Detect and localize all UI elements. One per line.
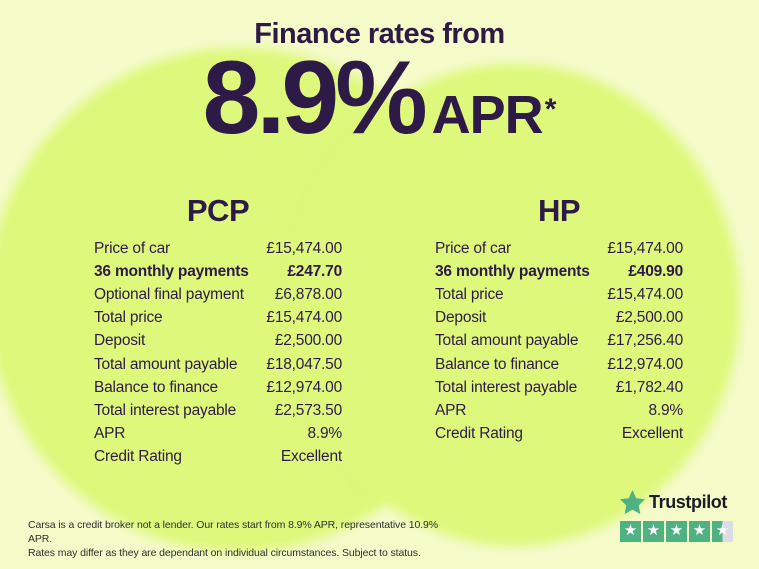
trustpilot-stars: ★ ★ ★ ★ ★ [620,521,740,542]
disclaimer-line-1: Carsa is a credit broker not a lender. O… [28,519,439,545]
row-label: Credit Rating [94,448,182,466]
row-value: £17,256.40 [607,332,683,350]
finance-row: APR 8.9% [435,399,683,422]
rating-star-box: ★ [643,521,664,542]
row-label: Total interest payable [94,401,237,419]
row-value: 8.9% [648,401,683,419]
row-label: 36 monthly payments [435,262,590,280]
trustpilot-badge[interactable]: Trustpilot ★ ★ ★ ★ ★ [620,490,740,542]
row-label: Deposit [435,309,487,327]
row-value: Excellent [280,448,342,466]
finance-row: Total price £15,474.00 [435,283,683,306]
finance-row: Total interest payable £2,573.50 [94,399,342,422]
finance-row: Price of car £15,474.00 [435,237,683,260]
row-value: Excellent [621,425,683,443]
table-rows-pcp: Price of car £15,474.00 36 monthly payment… [94,237,342,469]
star-icon: ★ [692,521,707,539]
finance-table-pcp: PCP Price of car £15,474.00 36 monthly pay… [94,192,342,469]
star-icon: ★ [715,521,730,539]
rating-star-box: ★ [712,521,733,542]
row-label: Balance to finance [94,378,218,396]
finance-row: Balance to finance £12,974.00 [435,353,683,376]
row-label: Price of car [94,239,170,257]
finance-row: Total price £15,474.00 [94,307,342,330]
row-label: Balance to finance [435,355,559,373]
row-label: Total amount payable [94,355,238,373]
row-value: £2,500.00 [274,332,342,350]
finance-row: 36 monthly payments £247.70 [94,260,342,283]
table-title-hp: HP [537,193,581,228]
finance-row: Deposit £2,500.00 [435,307,683,330]
disclaimer-line-2: Rates may differ as they are dependant o… [28,547,421,559]
trustpilot-star-icon [620,490,645,514]
row-value: £12,974.00 [266,378,342,396]
row-value: £2,500.00 [615,309,683,327]
finance-row: Total amount payable £17,256.40 [435,330,683,353]
row-label: 36 monthly payments [94,262,249,280]
rating-star-box: ★ [620,521,641,542]
finance-row: Price of car £15,474.00 [94,237,342,260]
row-value: £12,974.00 [607,355,683,373]
finance-row: Credit Rating Excellent [94,446,342,469]
page-title: Finance rates from [254,18,505,50]
row-label: Total price [435,285,504,303]
rating-star-box: ★ [689,521,710,542]
finance-row: 36 monthly payments £409.90 [435,260,683,283]
row-label: Total interest payable [435,378,578,396]
row-label: Total price [94,309,163,327]
row-value: £15,474.00 [607,239,683,257]
finance-row: Balance to finance £12,974.00 [94,376,342,399]
trustpilot-wordmark: Trustpilot [649,491,727,512]
row-value: £2,573.50 [274,401,342,419]
headline-rate: 8.9% APR * [0,46,759,150]
row-label: APR [94,425,126,443]
table-rows-hp: Price of car £15,474.00 36 monthly payment… [435,237,683,446]
row-label: Deposit [94,332,146,350]
finance-table-hp: HP Price of car £15,474.00 36 monthly paym… [435,192,683,446]
footnote-asterisk: * [544,93,557,126]
rate-value: 8.9% [202,40,428,156]
finance-row: Optional final payment £6,878.00 [94,283,342,306]
row-label: APR [435,401,467,419]
star-icon: ★ [623,521,638,539]
row-value: £1,782.40 [615,378,683,396]
row-value: £15,474.00 [266,239,342,257]
table-title-pcp: PCP [186,193,250,228]
rating-star-box: ★ [666,521,687,542]
row-value: £18,047.50 [266,355,342,373]
row-label: Total amount payable [435,332,579,350]
row-value: £247.70 [287,262,342,280]
star-icon: ★ [669,521,684,539]
row-value: £6,878.00 [274,285,342,303]
star-icon: ★ [646,521,661,539]
row-value: 8.9% [307,425,342,443]
trustpilot-logo: Trustpilot [620,490,740,514]
row-value: £15,474.00 [607,285,683,303]
row-label: Optional final payment [94,285,244,303]
finance-row: APR 8.9% [94,423,342,446]
row-label: Price of car [435,239,511,257]
row-label: Credit Rating [435,425,523,443]
legal-disclaimer: Carsa is a credit broker not a lender. O… [28,518,448,560]
row-value: £15,474.00 [266,309,342,327]
rate-unit: APR [431,85,544,145]
row-value: £409.90 [628,262,683,280]
finance-row: Deposit £2,500.00 [94,330,342,353]
finance-row: Total amount payable £18,047.50 [94,353,342,376]
background-blob-right [288,64,740,546]
finance-row: Total interest payable £1,782.40 [435,376,683,399]
finance-row: Credit Rating Excellent [435,423,683,446]
